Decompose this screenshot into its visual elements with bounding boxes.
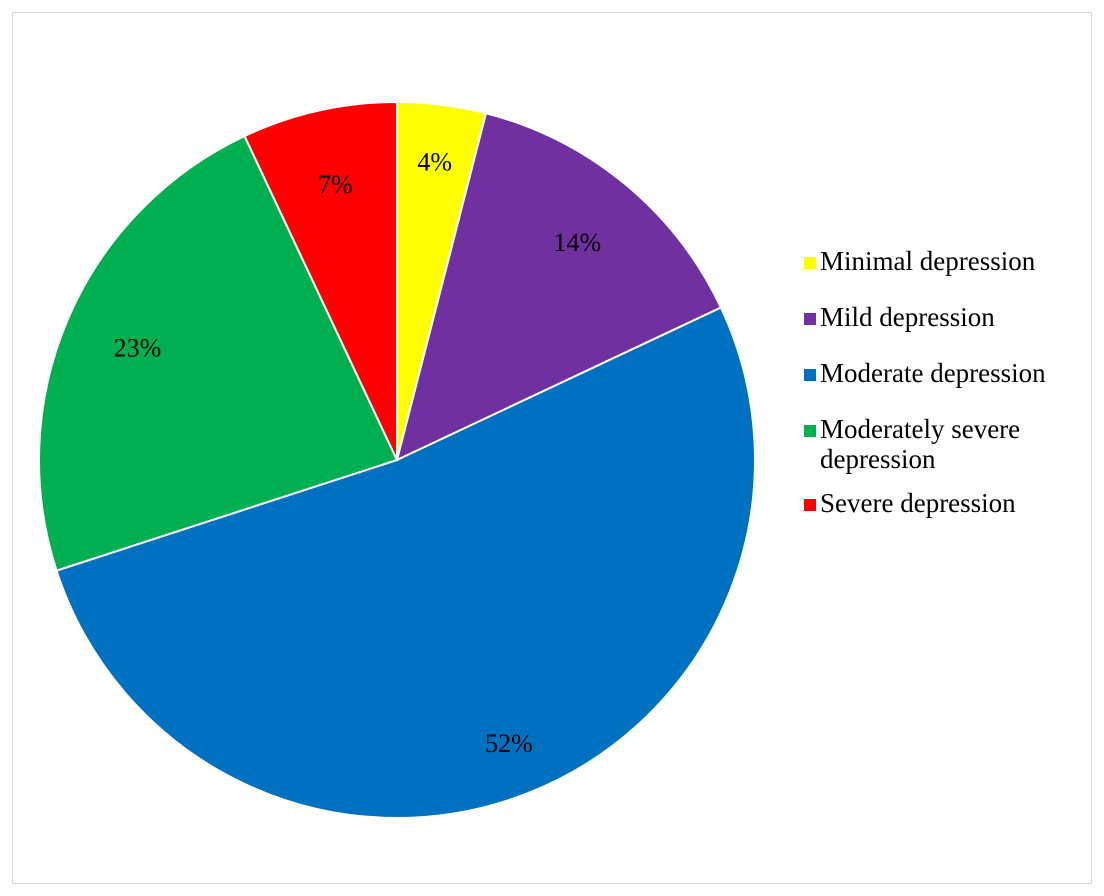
pie-slice-severe <box>243 100 398 461</box>
legend-item-moderately-severe: Moderately severe depression <box>796 414 1092 474</box>
data-label-moderate: 52% <box>485 729 533 758</box>
data-label-moderately-severe: 23% <box>114 334 162 363</box>
legend-label-minimal: Minimal depression <box>820 246 1036 276</box>
data-label-mild: 14% <box>553 228 601 257</box>
legend-swatch-minimal <box>804 257 816 269</box>
legend-label-moderate: Moderate depression <box>820 358 1046 388</box>
legend-item-mild: Mild depression <box>796 302 1092 332</box>
legend-swatch-moderately-severe <box>804 425 816 437</box>
legend-swatch-moderate <box>804 369 816 381</box>
pie-slice-moderate <box>55 306 756 819</box>
legend-swatch-severe <box>804 499 816 511</box>
legend-label-mild: Mild depression <box>820 302 995 332</box>
legend: Minimal depression Mild depression Moder… <box>796 246 1092 544</box>
pie-slice-moderately-severe <box>38 134 399 572</box>
legend-label-severe: Severe depression <box>820 488 1016 518</box>
legend-item-severe: Severe depression <box>796 488 1092 518</box>
pie-slice-mild <box>395 112 723 462</box>
legend-item-minimal: Minimal depression <box>796 246 1092 276</box>
legend-label-moderately-severe: Moderately severe depression <box>820 414 1021 474</box>
legend-swatch-mild <box>804 313 816 325</box>
legend-item-moderate: Moderate depression <box>796 358 1092 388</box>
data-label-severe: 7% <box>318 170 353 199</box>
data-label-minimal: 4% <box>417 148 452 177</box>
